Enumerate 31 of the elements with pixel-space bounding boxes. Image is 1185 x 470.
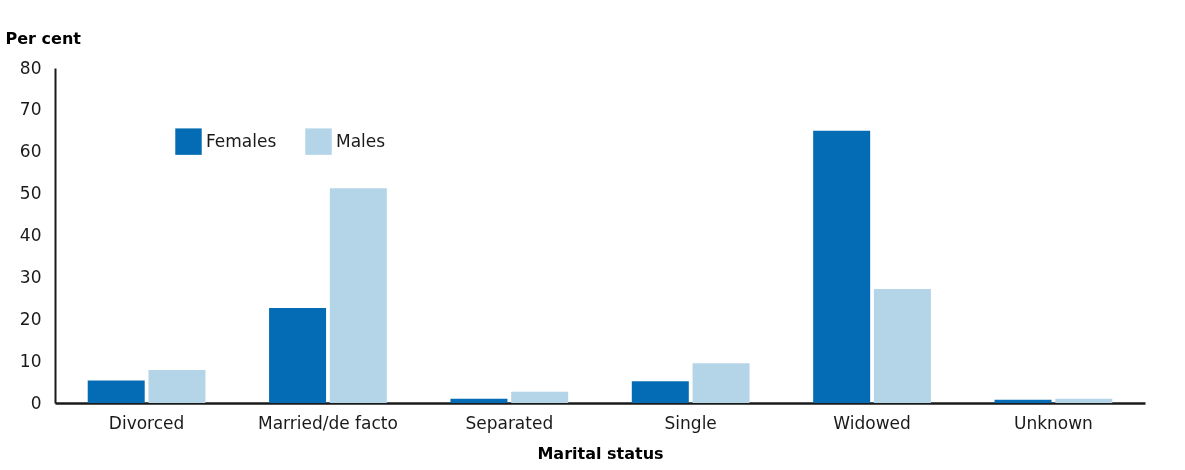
- bar: [329, 188, 387, 403]
- y-tick-label: 80: [19, 57, 42, 78]
- bar: [511, 391, 569, 403]
- bar: [450, 398, 508, 403]
- y-tick-label: 20: [19, 308, 42, 329]
- bar: [692, 363, 750, 403]
- x-axis-title: Marital status: [537, 443, 664, 463]
- bar: [269, 307, 327, 403]
- x-tick-label: Divorced: [108, 412, 185, 433]
- y-tick-label: 40: [19, 225, 42, 245]
- y-tick-label: 0: [30, 392, 42, 413]
- bar: [1055, 398, 1113, 403]
- x-tick-label: Married/de facto: [257, 412, 398, 433]
- legend-label: Females: [206, 130, 277, 151]
- y-axis-title: Per cent: [5, 28, 82, 48]
- y-tick-label: 70: [19, 99, 42, 120]
- y-tick-label: 50: [19, 183, 42, 204]
- y-tick-label: 60: [19, 141, 42, 162]
- x-tick-label: Single: [664, 412, 717, 433]
- bar: [994, 399, 1052, 403]
- legend-label: Males: [336, 130, 386, 151]
- bar: [873, 289, 931, 403]
- x-tick-label: Separated: [465, 412, 554, 433]
- bar: [87, 380, 145, 403]
- x-tick-label: Widowed: [833, 412, 911, 433]
- bar: [148, 369, 206, 403]
- bar: [813, 130, 871, 403]
- x-tick-label: Unknown: [1013, 412, 1093, 433]
- bar: [631, 381, 689, 403]
- y-tick-label: 10: [19, 350, 42, 371]
- y-tick-label: 30: [19, 266, 42, 287]
